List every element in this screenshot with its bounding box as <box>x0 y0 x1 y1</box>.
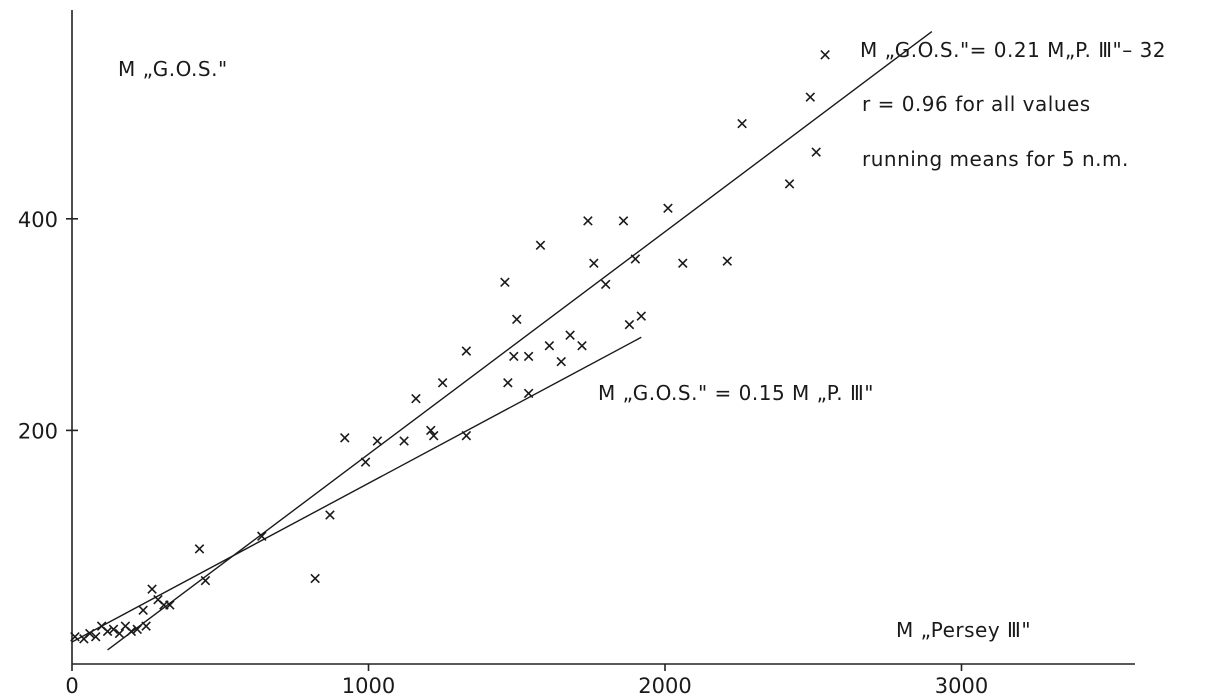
data-point <box>523 388 534 399</box>
data-point <box>310 573 320 584</box>
data-point <box>411 393 421 404</box>
data-point <box>556 356 566 367</box>
data-point <box>737 118 747 129</box>
data-point <box>340 433 350 443</box>
data-point <box>805 92 816 102</box>
x-ticks: 0 1000 2000 3000 <box>65 664 988 698</box>
data-point <box>126 626 137 637</box>
data-point <box>523 351 534 362</box>
data-point <box>535 240 546 251</box>
data-point <box>399 436 409 446</box>
y-tick-label: 400 <box>18 208 58 232</box>
data-point <box>165 600 175 610</box>
data-point <box>461 430 472 441</box>
data-point <box>600 279 611 290</box>
data-point <box>132 624 142 635</box>
data-point <box>437 378 448 388</box>
data-point <box>722 256 733 266</box>
data-point <box>147 584 157 594</box>
y-axis-label: M „G.O.S." <box>118 57 228 81</box>
data-point <box>663 203 673 213</box>
data-point <box>624 319 635 330</box>
data-point <box>108 624 119 635</box>
data-point <box>85 628 95 639</box>
x-tick-label: 0 <box>65 674 78 698</box>
data-point <box>428 430 439 441</box>
y-tick-label: 200 <box>18 419 58 443</box>
data-point <box>678 258 688 269</box>
x-axis-label: M „Persey Ⅲ" <box>896 618 1031 642</box>
data-point <box>583 216 593 226</box>
data-point <box>360 457 371 467</box>
data-point <box>372 436 383 446</box>
regression-line-1 <box>107 30 933 651</box>
data-point <box>102 626 113 637</box>
x-tick-label: 3000 <box>935 674 988 698</box>
data-point <box>256 531 267 541</box>
data-point <box>630 254 641 264</box>
correlation-note: r = 0.96 for all values <box>862 92 1091 116</box>
data-point <box>138 605 148 616</box>
data-point <box>511 314 522 325</box>
data-point <box>325 510 335 520</box>
x-tick-label: 1000 <box>342 674 395 698</box>
data-point <box>90 631 101 642</box>
y-ticks: 200 400 <box>18 208 78 443</box>
data-point <box>425 425 436 436</box>
data-point <box>70 631 80 642</box>
data-point <box>114 628 125 639</box>
data-point <box>544 340 555 351</box>
regression-line-2 <box>71 336 642 643</box>
data-points <box>70 50 830 644</box>
data-point <box>194 544 205 554</box>
regression-equation-2: M „G.O.S." = 0.15 M „P. Ⅲ" <box>598 381 874 405</box>
x-tick-label: 2000 <box>638 674 691 698</box>
data-point <box>811 147 821 157</box>
data-point <box>784 179 795 189</box>
data-point <box>589 258 599 269</box>
data-point <box>461 346 472 356</box>
data-point <box>636 311 647 321</box>
regression-equation-1: M „G.O.S."= 0.21 M„P. Ⅲ"– 32 <box>860 38 1166 62</box>
data-point <box>565 330 575 340</box>
running-means-note: running means for 5 n.m. <box>862 147 1129 171</box>
data-point <box>618 216 629 226</box>
data-point <box>200 575 211 586</box>
data-point <box>503 378 513 388</box>
data-point <box>820 50 830 60</box>
data-point <box>509 351 519 362</box>
data-point <box>577 340 587 351</box>
regression-lines <box>71 30 933 651</box>
data-point <box>141 621 151 631</box>
data-point <box>500 277 510 288</box>
